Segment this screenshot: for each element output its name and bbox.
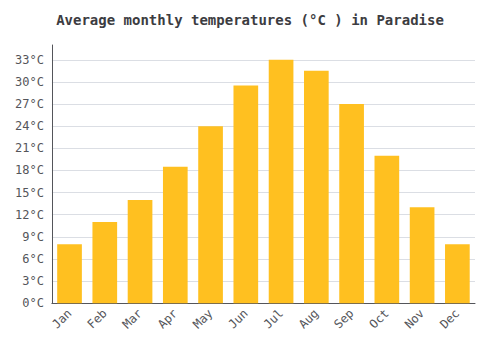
svg-text:Apr: Apr [155,306,180,331]
svg-text:Jan: Jan [49,306,74,331]
svg-text:27°C: 27°C [15,97,44,111]
svg-text:30°C: 30°C [15,75,44,89]
svg-text:Feb: Feb [85,306,110,331]
svg-text:Nov: Nov [402,306,427,331]
svg-text:Mar: Mar [120,306,145,331]
svg-text:Dec: Dec [437,306,462,331]
svg-text:15°C: 15°C [15,186,44,200]
svg-text:Sep: Sep [331,306,356,331]
svg-text:May: May [190,306,215,331]
svg-text:24°C: 24°C [15,119,44,133]
svg-text:Jul: Jul [261,306,286,331]
svg-text:18°C: 18°C [15,163,44,177]
svg-text:Aug: Aug [296,306,321,331]
svg-text:Oct: Oct [367,306,392,331]
svg-text:0°C: 0°C [22,296,44,310]
svg-text:9°C: 9°C [22,230,44,244]
svg-text:21°C: 21°C [15,141,44,155]
svg-text:33°C: 33°C [15,53,44,67]
svg-text:Jun: Jun [226,306,251,331]
svg-text:3°C: 3°C [22,274,44,288]
svg-text:12°C: 12°C [15,208,44,222]
svg-text:6°C: 6°C [22,252,44,266]
svg-text:Average monthly temperatures (: Average monthly temperatures (°C ) in Pa… [56,12,444,28]
